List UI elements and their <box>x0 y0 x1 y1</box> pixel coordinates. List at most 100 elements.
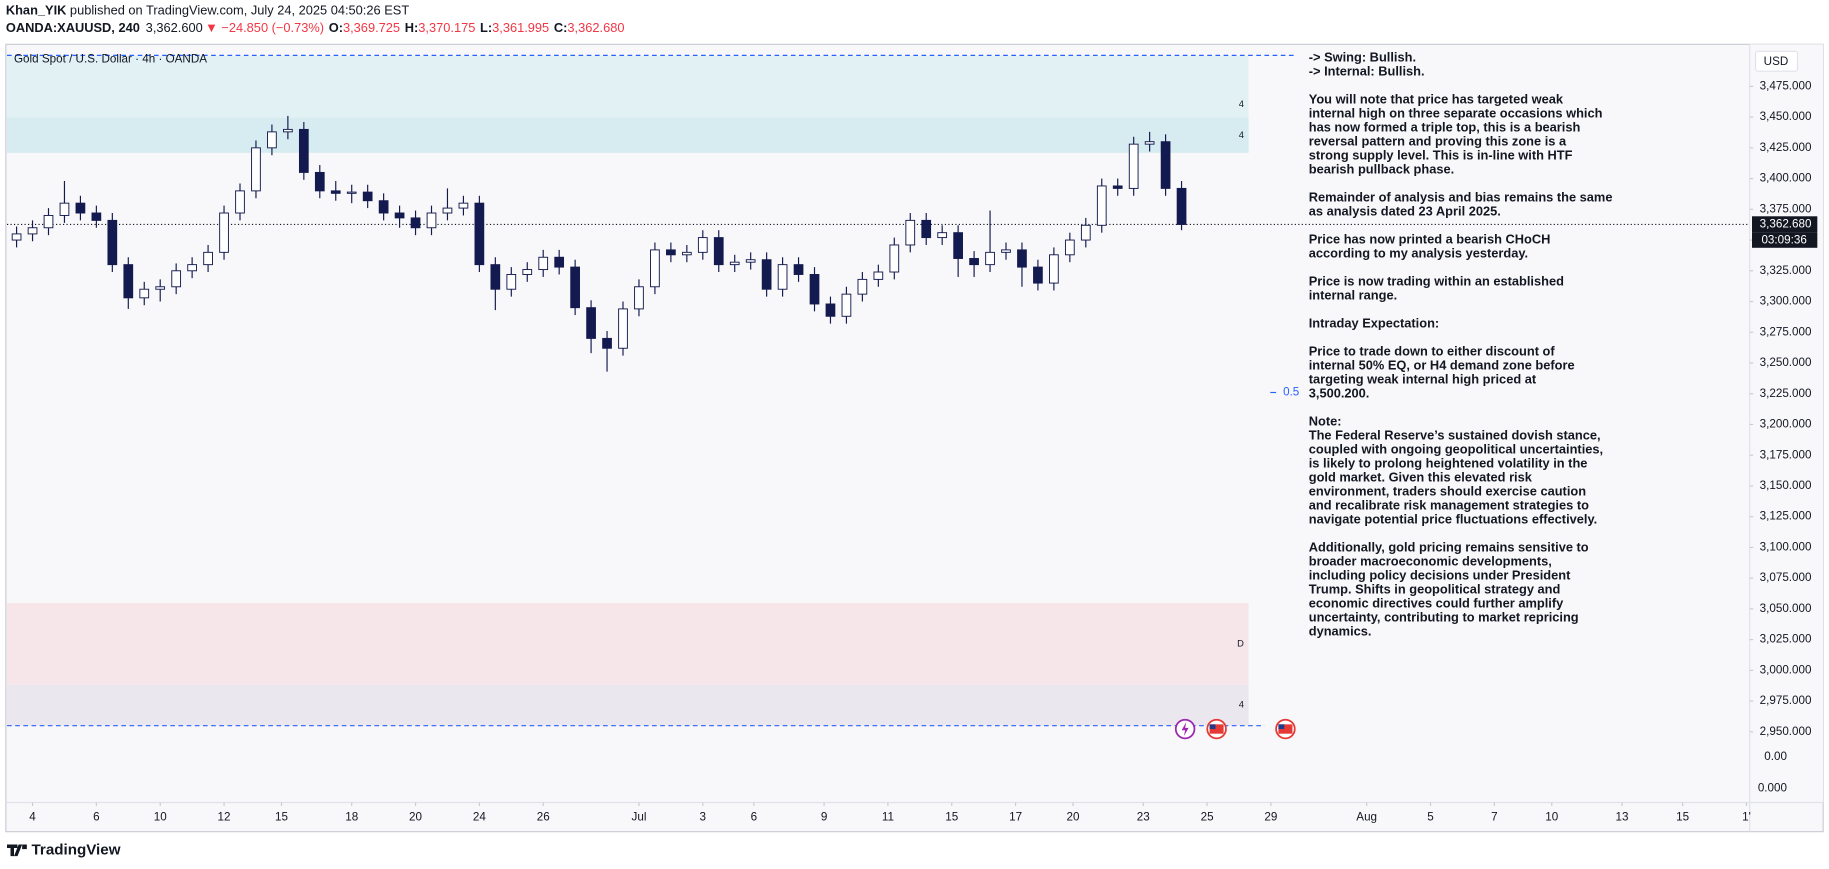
note-line: internal 50% EQ, or H4 demand zone befor… <box>1309 358 1575 373</box>
flag-icon-canton <box>1209 724 1216 730</box>
x-tick-label: 10 <box>1545 811 1558 824</box>
flag-icon <box>1209 724 1224 734</box>
candle-body <box>187 264 197 272</box>
author[interactable]: Khan_YIK <box>6 3 67 18</box>
note-line: -> Swing: Bullish. <box>1309 50 1416 65</box>
note-line: internal high on three separate occasion… <box>1309 106 1603 121</box>
note-line: dynamics. <box>1309 624 1372 639</box>
note-line: and recalibrate risk management strategi… <box>1309 498 1589 513</box>
x-tick-label: 11 <box>882 811 894 824</box>
note-line: Intraday Expectation: <box>1309 316 1439 331</box>
note-line: Note: <box>1309 414 1342 429</box>
candle-body <box>761 259 772 290</box>
candle-body <box>1033 266 1043 284</box>
candle-body <box>953 232 963 259</box>
last-price-label: 3,362.680 <box>1760 218 1812 231</box>
candle-body <box>1160 141 1171 189</box>
brand-logo[interactable] <box>7 844 27 857</box>
candle-body <box>1144 141 1155 145</box>
candle-body <box>745 259 756 263</box>
x-tick-label: 20 <box>1067 811 1080 824</box>
x-tick-label: 18 <box>345 811 358 824</box>
y-tick-label: 3,125.000 <box>1760 510 1812 523</box>
candle-body <box>666 249 676 256</box>
candle-body <box>889 244 900 273</box>
candle-body <box>314 171 325 192</box>
x-tick-label: Aug <box>1356 811 1377 824</box>
countdown: 03:09:36 <box>1761 233 1806 246</box>
candle-body <box>203 251 213 266</box>
note-line: reversal pattern and proving this zone i… <box>1309 134 1567 149</box>
note-line: including policy decisions under Preside… <box>1309 568 1571 583</box>
zone <box>7 603 1249 685</box>
y-tick-label: 3,075.000 <box>1760 571 1812 584</box>
candle-body <box>378 200 389 214</box>
candle-body <box>1064 239 1075 256</box>
candle-body <box>650 249 660 288</box>
candle-body <box>937 232 948 239</box>
candle-body <box>91 212 102 221</box>
x-tick-label: 9 <box>821 811 827 824</box>
plot <box>7 54 1750 727</box>
ohlc-label: L: <box>480 21 492 36</box>
ohlc-label: O: <box>329 21 343 36</box>
note-line: Additionally, gold pricing remains sensi… <box>1309 540 1589 555</box>
note-line: according to my analysis yesterday. <box>1309 246 1528 261</box>
y-tick-label: 3,150.000 <box>1760 479 1812 492</box>
note-line: strong supply level. This is in-line wit… <box>1309 148 1573 163</box>
x-tick-label: 1' <box>1742 811 1751 824</box>
x-tick-label: 15 <box>275 811 288 824</box>
candle-body <box>267 131 277 149</box>
note-line: broader macroeconomic developments, <box>1309 554 1552 569</box>
change: ▼ −24.850 (−0.73%) <box>205 21 324 36</box>
y-tick-label: 3,450.000 <box>1760 110 1812 123</box>
note-line: navigate potential price fluctuations ef… <box>1309 512 1597 527</box>
candle-body <box>458 202 469 209</box>
currency-box[interactable] <box>1754 50 1799 72</box>
candle-body <box>809 274 820 305</box>
candle-body <box>410 217 421 229</box>
x-tick-label: 24 <box>473 811 486 824</box>
publish-line: Khan_YIK published on TradingView.com, Ju… <box>6 3 409 18</box>
candle-body <box>171 270 182 288</box>
zone <box>7 117 1249 153</box>
candle-body <box>107 219 118 266</box>
candle-body <box>729 261 740 266</box>
zone-label: 4 <box>1239 99 1244 109</box>
x-tick-label: 12 <box>218 811 231 824</box>
pane-axis-label: 0.00 <box>1764 750 1787 763</box>
candle-body <box>554 256 565 268</box>
candle-body <box>11 233 22 241</box>
ohlc-value: 3,369.725 <box>343 21 400 36</box>
symbol-line: OANDA:XAUUSD, 240 3,362.600 ▼ −24.850 (−0.… <box>6 21 625 36</box>
x-tick-label: 5 <box>1427 811 1433 824</box>
zone-label: 4 <box>1239 700 1244 710</box>
candle-body <box>283 128 293 133</box>
note-line: You will note that price has targeted we… <box>1309 92 1564 107</box>
note-line: Price to trade down to either discount o… <box>1309 344 1556 359</box>
symbol: OANDA:XAUUSD, 240 <box>6 21 140 36</box>
y-tick-label: 3,275.000 <box>1760 325 1812 338</box>
x-tick-label: 6 <box>751 811 757 824</box>
note-line: Trump. Shifts in geopolitical strategy a… <box>1309 582 1561 597</box>
candle-body <box>618 308 628 349</box>
note-line: gold market. Given this elevated risk <box>1309 470 1533 485</box>
candle-body <box>825 303 836 317</box>
candle-body <box>346 191 357 194</box>
y-tick-label: 2,975.000 <box>1760 694 1812 707</box>
zone <box>7 684 1249 726</box>
x-tick-label: 4 <box>29 811 36 824</box>
overlay: 4 4 D 4 0.5 3,475.000 3,450.000 3,425.000 3,400.… <box>29 79 1818 824</box>
chart-title: Gold Spot / U.S. Dollar · 4h · OANDA <box>14 53 207 66</box>
published: published on TradingView.com, July 24, 2… <box>70 3 409 18</box>
x-tick-label: 6 <box>93 811 99 824</box>
y-tick-label: 3,250.000 <box>1760 356 1812 369</box>
candle-body <box>713 237 724 266</box>
note-line: Remainder of analysis and bias remains t… <box>1309 190 1613 205</box>
candle-body <box>123 264 134 299</box>
y-tick-label: 3,175.000 <box>1760 448 1812 461</box>
note-line: 3,500.200. <box>1309 386 1370 401</box>
candle-body <box>1049 254 1059 284</box>
currency: USD <box>1764 55 1789 68</box>
brand[interactable]: TradingView <box>32 841 121 858</box>
